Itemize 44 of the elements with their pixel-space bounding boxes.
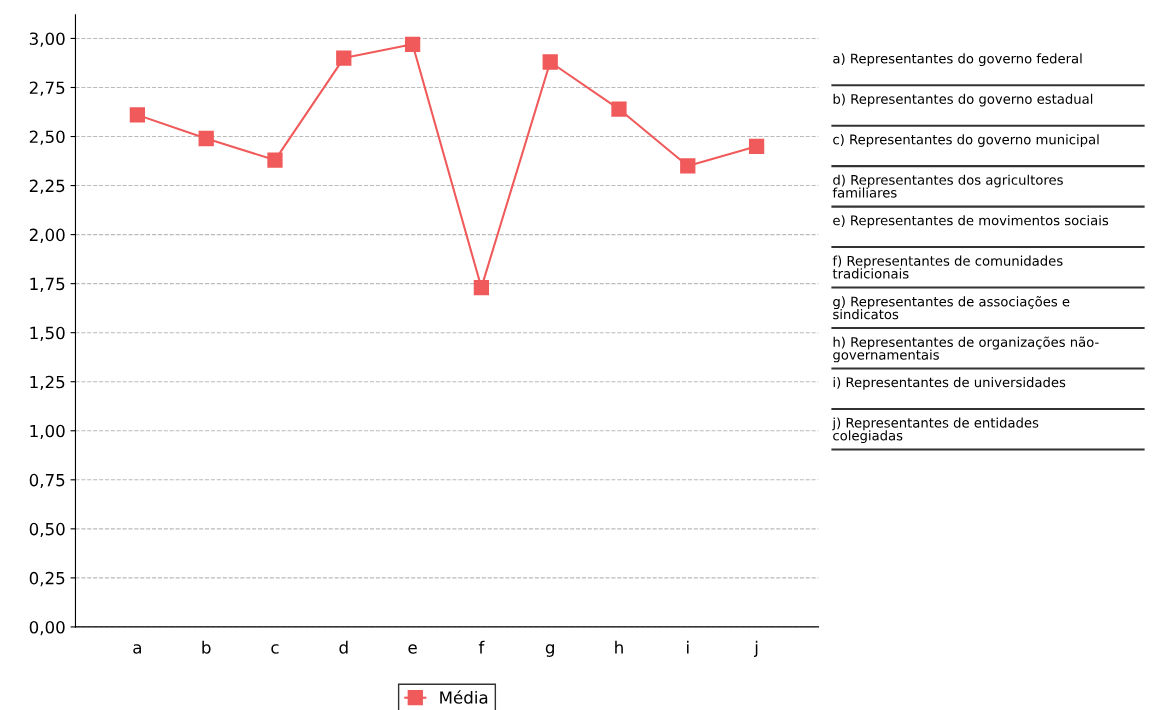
x-tick-label: c xyxy=(271,644,279,654)
x-tick-label: g xyxy=(545,644,554,657)
point xyxy=(198,130,214,147)
y-tick-label: 2,75 xyxy=(29,81,65,96)
point xyxy=(680,158,696,174)
text: h) Representantes de organizações não- governamentais xyxy=(833,336,1099,363)
x-tick-label: e xyxy=(408,644,417,654)
x-tick-label: i xyxy=(687,640,689,654)
point xyxy=(748,138,765,154)
point xyxy=(129,107,146,123)
point xyxy=(611,101,627,117)
text: b) Representantes do governo estadual xyxy=(833,93,1093,107)
point xyxy=(267,152,283,168)
y-tick-label: 2,50 xyxy=(29,130,65,145)
text: i) Representantes de universidades xyxy=(833,377,1066,390)
y-tick-label: 0,25 xyxy=(29,571,65,587)
y-tick-label: 1,75 xyxy=(30,277,65,292)
y-tick-label: 1,50 xyxy=(30,326,65,341)
x-tick-label: h xyxy=(615,640,623,654)
point xyxy=(542,54,558,70)
y-tick-label: 0,00 xyxy=(29,620,65,636)
y-tick-label: 3,00 xyxy=(29,32,65,47)
text: j) Representantes de entidades colegiadas xyxy=(832,417,1039,444)
text: g) Representantes de associações e sindicatos xyxy=(833,296,1070,320)
y-tick-label: 2,00 xyxy=(29,228,65,243)
y-tick-label: 0,75 xyxy=(29,473,65,489)
x-tick-label: j xyxy=(753,640,758,657)
text: f) Representantes de comunidades tradicionais xyxy=(832,255,1063,279)
legend-label: Média xyxy=(440,690,488,704)
x-tick-label: d xyxy=(339,640,348,654)
point xyxy=(336,50,352,66)
text: d) Representantes dos agricultores familiares xyxy=(832,174,1063,198)
x-tick-label: b xyxy=(202,640,211,654)
x-tick-label: a xyxy=(133,644,141,654)
y-tick-label: 2,25 xyxy=(29,179,65,194)
text: e) Representantes de movimentos sociais xyxy=(833,215,1109,228)
x-tick-label: f xyxy=(478,640,485,654)
text: a) Representantes do governo federal xyxy=(833,53,1082,67)
text: c) Representantes do governo municipal xyxy=(833,134,1099,147)
point xyxy=(404,36,421,52)
y-tick-label: 0,50 xyxy=(29,522,65,538)
y-tick-label: 1,00 xyxy=(30,424,65,440)
y-tick-label: 1,25 xyxy=(30,375,65,390)
point xyxy=(473,279,490,296)
